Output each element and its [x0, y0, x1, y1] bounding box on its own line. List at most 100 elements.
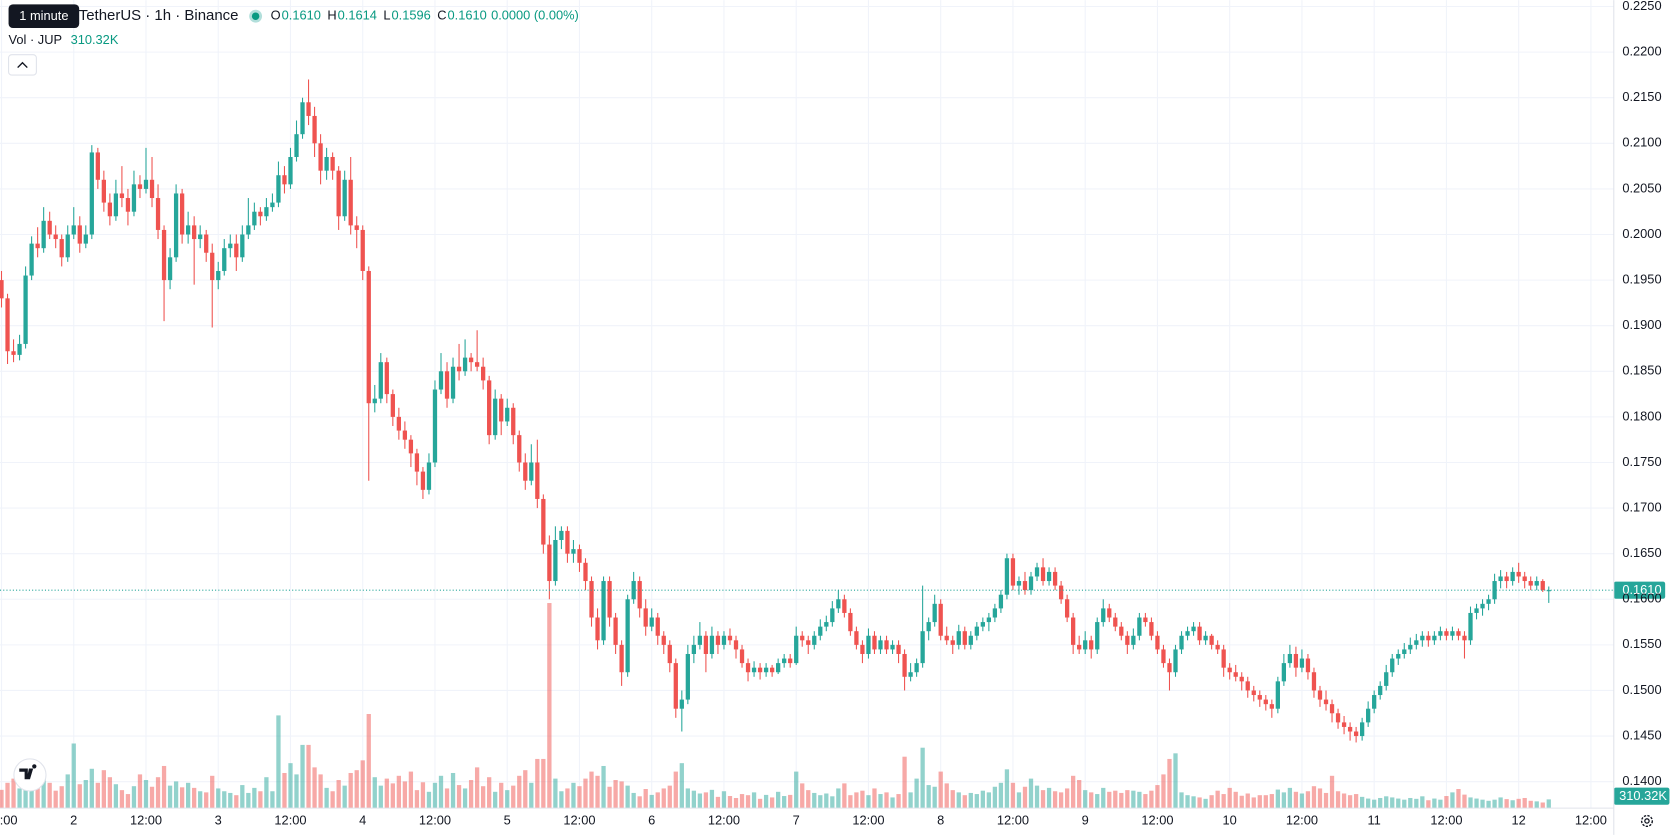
volume-bar	[763, 794, 769, 809]
settings-button[interactable]	[1640, 814, 1654, 827]
candle-body	[727, 635, 733, 641]
candle-body	[414, 453, 420, 472]
volume-bar	[1089, 792, 1094, 809]
volume-bar	[998, 782, 1004, 809]
candle-body	[1474, 608, 1479, 613]
volume-bar	[1257, 795, 1262, 809]
collapse-icon	[17, 61, 28, 69]
volume-bar	[547, 603, 552, 809]
volume-bar	[559, 791, 564, 809]
legend-key: L	[383, 8, 390, 23]
candle-body	[155, 198, 161, 230]
candle-body	[1299, 658, 1305, 668]
candle-body	[571, 549, 576, 554]
volume-bar	[1143, 794, 1148, 809]
candle-body	[1378, 685, 1383, 696]
candle-body	[517, 435, 522, 463]
candle-body	[1227, 667, 1232, 673]
candle-body	[944, 635, 949, 641]
logo[interactable]	[13, 758, 47, 792]
collapse-button-box[interactable]	[8, 54, 37, 76]
y-tick-label: 0.2200	[1622, 44, 1661, 59]
candle-body	[294, 134, 299, 157]
volume-bar	[1071, 775, 1076, 809]
candle-body	[1329, 704, 1335, 714]
volume-bar	[1173, 753, 1178, 809]
candle-body	[408, 439, 414, 454]
collapse-button[interactable]	[8, 54, 37, 76]
volume-bar	[1191, 796, 1196, 809]
volume-bar	[107, 777, 113, 809]
candle-body	[866, 635, 871, 654]
x-tick-label: 8	[937, 812, 944, 827]
volume-bar	[836, 788, 841, 809]
candle-body	[1359, 722, 1365, 737]
volume-bar	[89, 768, 94, 809]
volume-bar	[47, 782, 52, 809]
candle-body	[1305, 658, 1311, 673]
volume-bar	[950, 790, 955, 809]
volume-bar	[113, 784, 119, 809]
candle-body	[1004, 558, 1010, 595]
candle-body	[1221, 649, 1226, 668]
chart-title: JUP / TetherUS · 1h · Binance	[39, 7, 239, 24]
volume-bar	[1420, 796, 1425, 809]
volume-bar	[1444, 796, 1449, 809]
volume-bar	[1004, 769, 1010, 809]
settings-gear[interactable]	[1640, 814, 1654, 827]
candle-body	[444, 371, 450, 399]
candle-body	[101, 179, 106, 203]
volume-bar	[294, 774, 299, 809]
volume-bar	[83, 780, 88, 809]
volume-badge	[1613, 787, 1670, 805]
volume-bar	[1197, 797, 1202, 809]
volume-bar	[131, 786, 137, 809]
volume-bar	[1341, 793, 1347, 809]
volume-bar	[137, 774, 143, 809]
candle-body	[577, 549, 582, 563]
y-tick-label: 0.2250	[1622, 0, 1661, 13]
volume-bar	[860, 790, 865, 809]
volume-bar	[1287, 787, 1293, 809]
candle-body	[848, 612, 853, 632]
volume-bar	[258, 791, 263, 809]
candle-body	[1040, 567, 1046, 582]
candle-body	[487, 380, 492, 436]
volume-bar	[920, 747, 925, 809]
candle-body	[992, 608, 998, 618]
candle-body	[1341, 722, 1347, 727]
volume-bar	[210, 775, 215, 809]
candle-body	[330, 156, 335, 171]
candle-body	[794, 635, 799, 664]
volume-bar	[1137, 791, 1142, 809]
x-tick-label: 12:00	[997, 812, 1029, 827]
candle-body	[709, 635, 715, 654]
candle-body	[998, 594, 1004, 609]
volume-bar	[125, 794, 131, 809]
candle-body	[974, 626, 979, 636]
volume-bar	[1077, 780, 1082, 809]
volume-bar	[956, 792, 961, 809]
volume-bar	[1167, 758, 1172, 809]
candle-body	[1486, 599, 1491, 604]
volume-bar	[1347, 795, 1353, 809]
volume-bar	[1426, 800, 1431, 809]
volume-bar	[204, 792, 209, 809]
candle-body	[788, 658, 793, 664]
candle-body	[1149, 622, 1154, 636]
candle-body	[53, 234, 58, 240]
volume-bar	[216, 788, 221, 809]
volume-bar	[535, 758, 540, 809]
volume-bar	[1131, 790, 1136, 809]
candle-body	[0, 280, 4, 299]
candle-body	[222, 248, 227, 271]
candle-body	[234, 243, 239, 258]
volume-bar	[908, 792, 913, 809]
x-tick-label: 2	[70, 812, 77, 827]
volume-bar	[1317, 788, 1323, 809]
volume-bar	[553, 778, 558, 809]
candle-body	[673, 663, 678, 709]
volume-bar	[149, 786, 155, 809]
candle-body	[613, 617, 618, 645]
